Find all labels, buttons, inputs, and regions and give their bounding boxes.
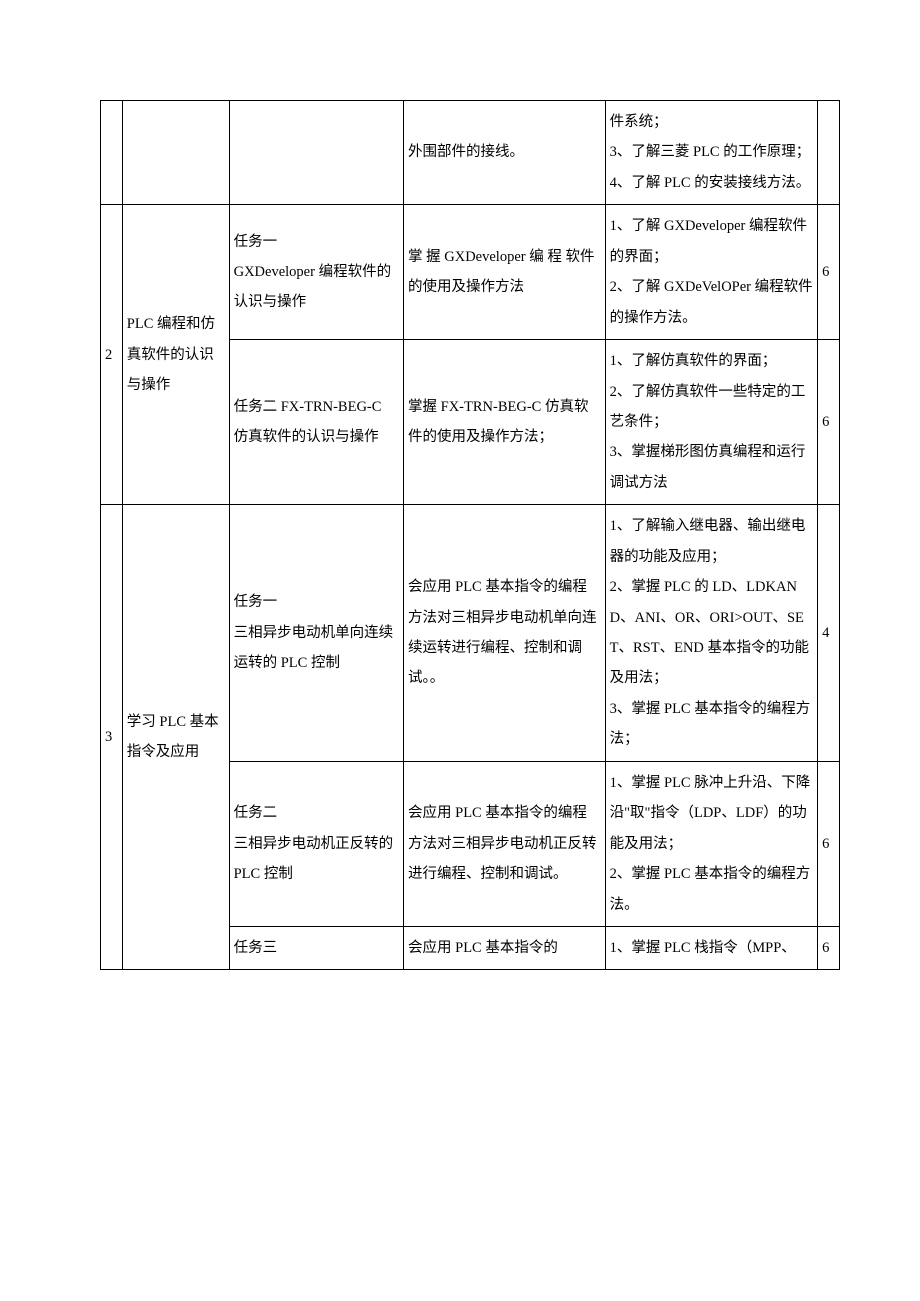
cell-ability: 会应用 PLC 基本指令的编程方法对三相异步电动机正反转进行编程、控制和调试。 bbox=[404, 761, 606, 926]
table-row: 外围部件的接线。 件系统；3、了解三菱 PLC 的工作原理；4、了解 PLC 的… bbox=[101, 101, 840, 205]
cell-index bbox=[101, 101, 123, 205]
syllabus-table: 外围部件的接线。 件系统；3、了解三菱 PLC 的工作原理；4、了解 PLC 的… bbox=[100, 100, 840, 970]
cell-ability: 会应用 PLC 基本指令的编程方法对三相异步电动机单向连续运转进行编程、控制和调… bbox=[404, 505, 606, 762]
cell-project: PLC 编程和仿真软件的认识与操作 bbox=[122, 205, 229, 505]
cell-hours: 6 bbox=[818, 205, 840, 340]
cell-ability: 掌握 FX-TRN-BEG-C 仿真软件的使用及操作方法； bbox=[404, 340, 606, 505]
cell-index: 3 bbox=[101, 505, 123, 970]
cell-knowledge: 1、掌握 PLC 栈指令（MPP、 bbox=[605, 926, 818, 969]
cell-project bbox=[122, 101, 229, 205]
cell-task: 任务一GXDeveloper 编程软件的认识与操作 bbox=[229, 205, 403, 340]
cell-hours: 6 bbox=[818, 340, 840, 505]
document-page: 外围部件的接线。 件系统；3、了解三菱 PLC 的工作原理；4、了解 PLC 的… bbox=[0, 0, 920, 1010]
cell-hours: 6 bbox=[818, 761, 840, 926]
cell-knowledge: 1、了解 GXDeveloper 编程软件的界面；2、了解 GXDeVelOPe… bbox=[605, 205, 818, 340]
cell-knowledge: 1、掌握 PLC 脉冲上升沿、下降沿"取"指令（LDP、LDF）的功能及用法；2… bbox=[605, 761, 818, 926]
cell-hours bbox=[818, 101, 840, 205]
cell-project: 学习 PLC 基本指令及应用 bbox=[122, 505, 229, 970]
cell-task: 任务三 bbox=[229, 926, 403, 969]
table-row: 2 PLC 编程和仿真软件的认识与操作 任务一GXDeveloper 编程软件的… bbox=[101, 205, 840, 340]
cell-knowledge: 1、了解仿真软件的界面；2、了解仿真软件一些特定的工艺条件；3、掌握梯形图仿真编… bbox=[605, 340, 818, 505]
cell-ability: 会应用 PLC 基本指令的 bbox=[404, 926, 606, 969]
cell-hours: 4 bbox=[818, 505, 840, 762]
cell-task: 任务二 FX-TRN-BEG-C 仿真软件的认识与操作 bbox=[229, 340, 403, 505]
cell-knowledge: 件系统；3、了解三菱 PLC 的工作原理；4、了解 PLC 的安装接线方法。 bbox=[605, 101, 818, 205]
cell-task: 任务一三相异步电动机单向连续运转的 PLC 控制 bbox=[229, 505, 403, 762]
cell-ability: 掌 握 GXDeveloper 编 程 软件的使用及操作方法 bbox=[404, 205, 606, 340]
cell-task: 任务二三相异步电动机正反转的 PLC 控制 bbox=[229, 761, 403, 926]
cell-ability: 外围部件的接线。 bbox=[404, 101, 606, 205]
cell-knowledge: 1、了解输入继电器、输出继电器的功能及应用；2、掌握 PLC 的 LD、LDKA… bbox=[605, 505, 818, 762]
table-row: 3 学习 PLC 基本指令及应用 任务一三相异步电动机单向连续运转的 PLC 控… bbox=[101, 505, 840, 762]
cell-index: 2 bbox=[101, 205, 123, 505]
cell-task bbox=[229, 101, 403, 205]
cell-hours: 6 bbox=[818, 926, 840, 969]
